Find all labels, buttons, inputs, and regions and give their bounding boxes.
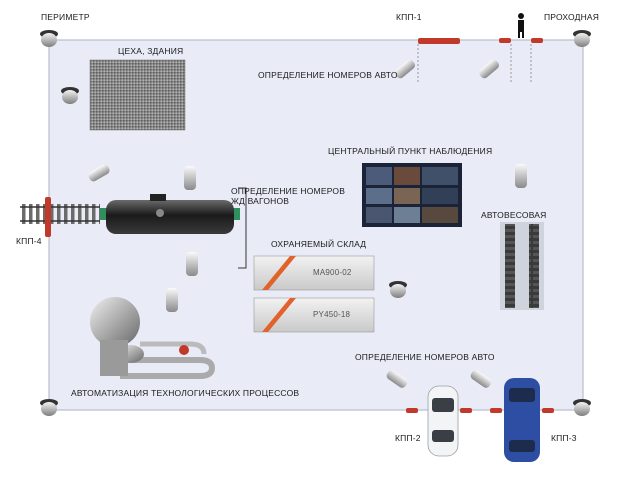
dome-camera-icon [61, 87, 79, 104]
dome-camera-icon [573, 399, 591, 416]
checkpoint-barrier-1 [499, 38, 511, 43]
bullet-camera-icon [166, 288, 178, 312]
white-car [427, 385, 459, 457]
buildings-label: ЦЕХА, ЗДАНИЯ [118, 46, 184, 56]
buildings-block [89, 59, 186, 131]
kpp1-barrier [418, 38, 460, 44]
bullet-camera-icon [515, 164, 527, 188]
auto-numbers-bottom-label: ОПРЕДЕЛЕНИЕ НОМЕРОВ АВТО [355, 352, 495, 362]
dome-camera-icon [40, 399, 58, 416]
kpp3-barrier-2 [542, 408, 554, 413]
bullet-camera-icon [186, 252, 198, 276]
blue-car [504, 378, 540, 462]
warehouse-label: ОХРАНЯЕМЫЙ СКЛАД [271, 239, 367, 249]
container-top [253, 255, 375, 291]
bullet-camera-icon [478, 59, 500, 79]
railway [20, 204, 100, 224]
kpp3-label: КПП-3 [551, 433, 577, 443]
dome-camera-icon [573, 30, 591, 47]
bullet-camera-icon [394, 59, 416, 79]
container-bottom [253, 297, 375, 333]
kpp4-barrier [45, 197, 51, 237]
kpp3-barrier-1 [490, 408, 502, 413]
truck-scale [500, 222, 544, 310]
bullet-camera-icon [386, 370, 408, 388]
central-post-label: ЦЕНТРАЛЬНЫЙ ПУНКТ НАБЛЮДЕНИЯ [328, 146, 493, 156]
kpp2-barrier-1 [406, 408, 418, 413]
container-top-code: MA900-02 [313, 268, 352, 277]
process-automation-label: АВТОМАТИЗАЦИЯ ТЕХНОЛОГИЧЕСКИХ ПРОЦЕССОВ [71, 388, 300, 398]
rail-camera-bracket [238, 187, 247, 269]
kpp1-label: КПП-1 [396, 12, 422, 22]
perimeter-label: ПЕРИМЕТР [41, 12, 90, 22]
kpp2-label: КПП-2 [395, 433, 421, 443]
auto-numbers-top-label: ОПРЕДЕЛЕНИЕ НОМЕРОВ АВТО [258, 70, 398, 80]
bullet-camera-icon [88, 164, 110, 182]
kpp4-label: КПП-4 [16, 236, 42, 246]
person-icon [518, 13, 524, 38]
bullet-camera-icon [470, 370, 492, 388]
checkpoint-barrier-2 [531, 38, 543, 43]
tank-car [100, 194, 240, 234]
dome-camera-icon [389, 281, 407, 298]
dome-camera-icon [40, 30, 58, 47]
central-post-monitors [362, 163, 462, 227]
kpp2-barrier-2 [460, 408, 472, 413]
process-installation [90, 297, 216, 379]
container-bottom-code: PY450-18 [313, 310, 351, 319]
rail-numbers-label: ОПРЕДЕЛЕНИЕ НОМЕРОВ ЖД ВАГОНОВ [231, 186, 346, 206]
bullet-camera-icon [184, 166, 196, 190]
scale-label: АВТОВЕСОВАЯ [481, 210, 547, 220]
checkpoint-label: ПРОХОДНАЯ [544, 12, 600, 22]
